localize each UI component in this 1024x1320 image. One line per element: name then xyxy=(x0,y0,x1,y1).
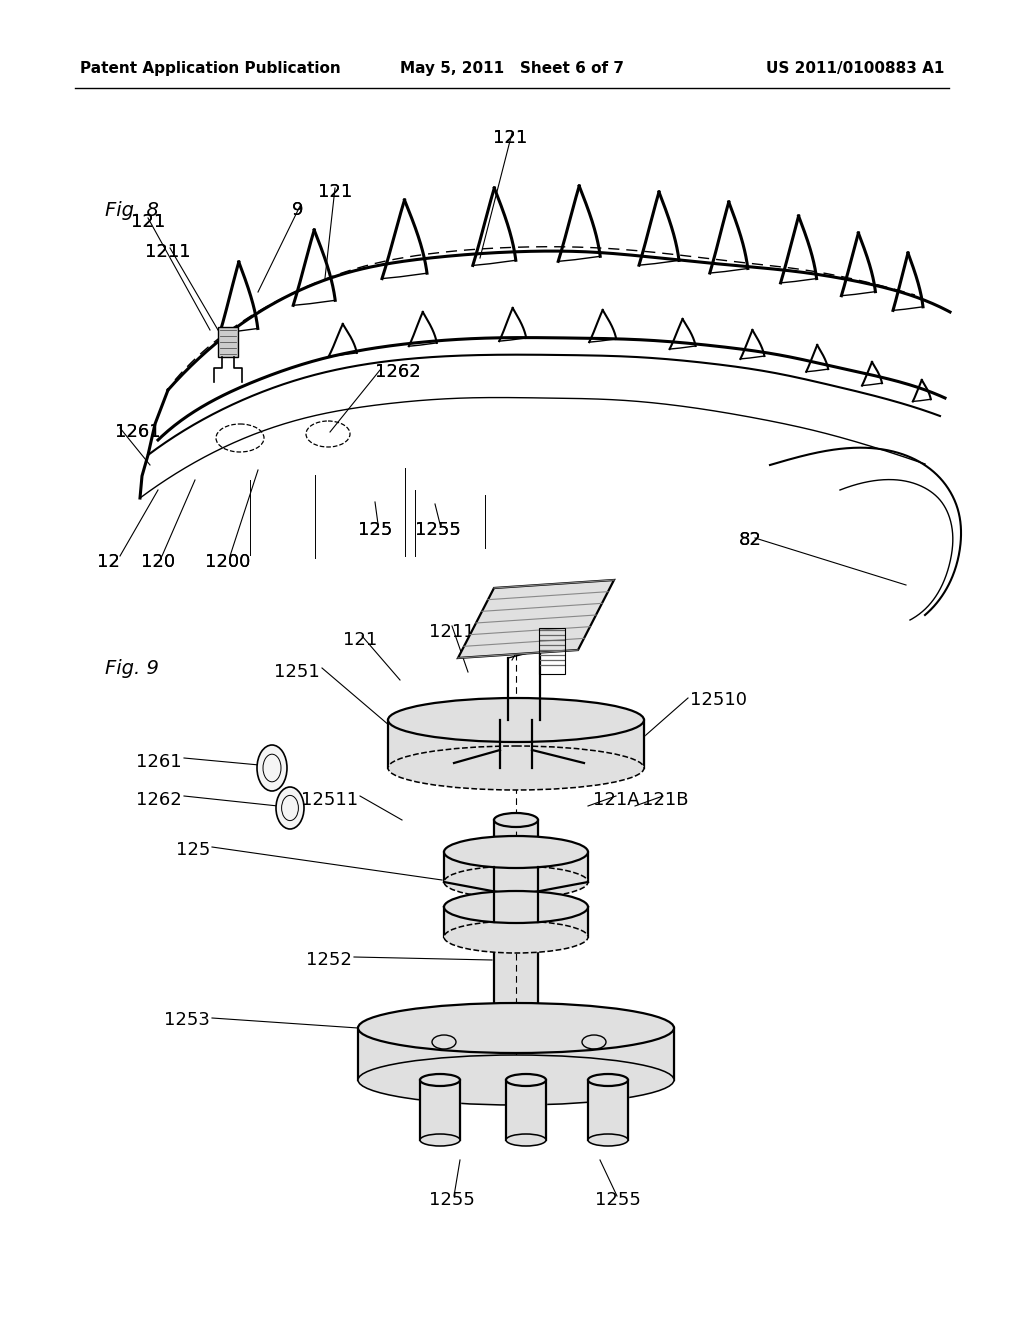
Text: 1262: 1262 xyxy=(136,791,182,809)
Text: 1252: 1252 xyxy=(306,950,352,969)
Ellipse shape xyxy=(444,891,588,923)
Text: 1200: 1200 xyxy=(206,553,251,572)
Ellipse shape xyxy=(420,1134,460,1146)
Text: 1253: 1253 xyxy=(164,1011,210,1030)
Ellipse shape xyxy=(444,836,588,869)
Bar xyxy=(218,327,238,356)
Text: 121: 121 xyxy=(131,213,165,231)
Text: 1261: 1261 xyxy=(115,422,161,441)
Text: Fig. 9: Fig. 9 xyxy=(105,659,159,677)
Text: 9: 9 xyxy=(292,201,304,219)
Text: 1261: 1261 xyxy=(136,752,182,771)
Ellipse shape xyxy=(420,1074,460,1086)
Ellipse shape xyxy=(388,746,644,789)
Text: 121: 121 xyxy=(493,129,527,147)
Ellipse shape xyxy=(444,921,588,953)
Ellipse shape xyxy=(588,1134,628,1146)
Text: 82: 82 xyxy=(738,531,762,549)
Ellipse shape xyxy=(257,744,287,791)
Text: 121A: 121A xyxy=(593,791,639,809)
Text: 1255: 1255 xyxy=(429,1191,475,1209)
Ellipse shape xyxy=(444,866,588,898)
Text: 125: 125 xyxy=(357,521,392,539)
Text: 125: 125 xyxy=(176,841,210,859)
Polygon shape xyxy=(458,579,614,657)
Text: 12511: 12511 xyxy=(301,791,358,809)
Text: 1255: 1255 xyxy=(595,1191,641,1209)
Text: 12: 12 xyxy=(96,553,120,572)
Text: 1255: 1255 xyxy=(415,521,461,539)
Text: 12: 12 xyxy=(96,553,120,572)
Ellipse shape xyxy=(494,813,538,828)
Text: 121: 121 xyxy=(131,213,165,231)
Text: 1262: 1262 xyxy=(375,363,421,381)
Text: 9: 9 xyxy=(522,630,534,647)
Text: 1261: 1261 xyxy=(115,422,161,441)
Text: 1200: 1200 xyxy=(206,553,251,572)
Ellipse shape xyxy=(506,1074,546,1086)
Text: 1211: 1211 xyxy=(145,243,190,261)
Text: 9: 9 xyxy=(292,201,304,219)
Text: 1251: 1251 xyxy=(274,663,319,681)
Text: 120: 120 xyxy=(141,553,175,572)
Ellipse shape xyxy=(388,698,644,742)
Text: 82: 82 xyxy=(738,531,762,549)
Text: 121B: 121B xyxy=(642,791,688,809)
Text: 120: 120 xyxy=(141,553,175,572)
Ellipse shape xyxy=(358,1003,674,1053)
Bar xyxy=(539,628,565,675)
Text: 125: 125 xyxy=(357,521,392,539)
Text: Fig. 8: Fig. 8 xyxy=(105,201,159,219)
Text: Patent Application Publication: Patent Application Publication xyxy=(80,61,341,75)
Text: 121: 121 xyxy=(343,631,377,649)
Text: 121: 121 xyxy=(317,183,352,201)
Text: US 2011/0100883 A1: US 2011/0100883 A1 xyxy=(766,61,944,75)
Text: 1255: 1255 xyxy=(415,521,461,539)
Text: 121: 121 xyxy=(317,183,352,201)
Text: May 5, 2011   Sheet 6 of 7: May 5, 2011 Sheet 6 of 7 xyxy=(400,61,624,75)
Ellipse shape xyxy=(358,1055,674,1105)
Ellipse shape xyxy=(588,1074,628,1086)
Text: 12510: 12510 xyxy=(690,690,746,709)
Text: 1211: 1211 xyxy=(145,243,190,261)
Ellipse shape xyxy=(276,787,304,829)
Text: 121: 121 xyxy=(493,129,527,147)
Text: 1262: 1262 xyxy=(375,363,421,381)
Text: 1211: 1211 xyxy=(429,623,475,642)
Ellipse shape xyxy=(506,1134,546,1146)
